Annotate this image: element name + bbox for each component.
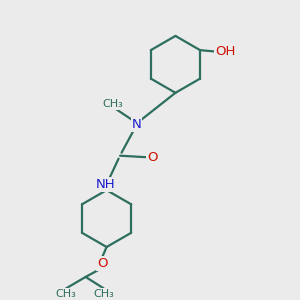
Text: CH₃: CH₃ — [93, 289, 114, 299]
Text: CH₃: CH₃ — [56, 289, 76, 299]
Text: N: N — [132, 118, 141, 131]
Text: CH₃: CH₃ — [102, 99, 123, 109]
Text: O: O — [97, 257, 107, 270]
Text: OH: OH — [215, 45, 236, 58]
Text: O: O — [147, 151, 157, 164]
Text: NH: NH — [95, 178, 115, 190]
